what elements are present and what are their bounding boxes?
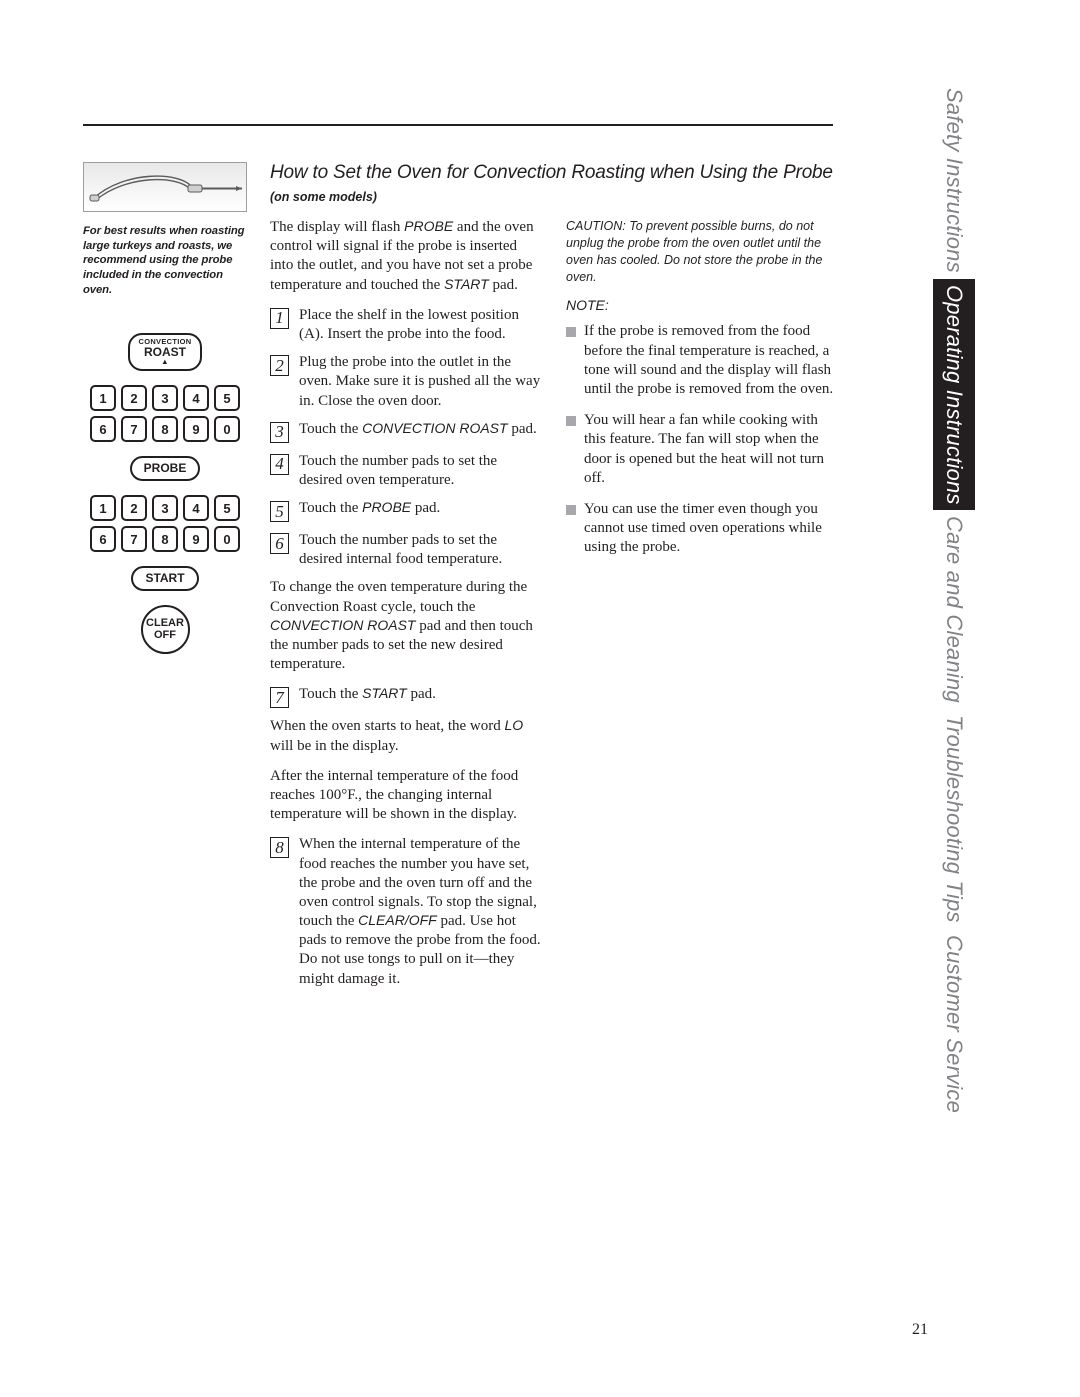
key-5: 5 xyxy=(214,385,240,411)
note-heading: NOTE: xyxy=(566,297,834,315)
tab-customer-service: Customer Service xyxy=(933,929,975,1119)
convection-roast-button: CONVECTION ROAST ▲ xyxy=(128,333,201,371)
intro-paragraph: The display will flash PROBE and the ove… xyxy=(270,218,544,295)
step-8: 8When the internal temperature of the fo… xyxy=(270,835,544,989)
key-9: 9 xyxy=(183,416,209,442)
step-6: 6Touch the number pads to set the desire… xyxy=(270,531,544,569)
tab-safety: Safety Instructions xyxy=(933,82,975,279)
start-button: START xyxy=(131,566,198,591)
key-7: 7 xyxy=(121,416,147,442)
caution-paragraph: CAUTION: To prevent possible burns, do n… xyxy=(566,218,834,286)
header-rule xyxy=(83,124,833,126)
probe-button: PROBE xyxy=(130,456,201,481)
note-1: If the probe is removed from the food be… xyxy=(566,322,834,399)
tab-troubleshooting: Troubleshooting Tips xyxy=(933,709,975,929)
content-area: How to Set the Oven for Convection Roast… xyxy=(270,162,835,998)
probe-illustration xyxy=(83,162,247,212)
after-7b: After the internal temperature of the fo… xyxy=(270,767,544,825)
square-bullet-icon xyxy=(566,327,576,337)
control-panel-illustration: CONVECTION ROAST ▲ 1 2 3 4 5 6 7 8 9 0 P… xyxy=(83,333,247,654)
manual-page: Safety Instructions Operating Instructio… xyxy=(0,0,1080,1397)
square-bullet-icon xyxy=(566,505,576,515)
column-right: CAUTION: To prevent possible burns, do n… xyxy=(566,218,834,998)
step-7: 7Touch the START pad. xyxy=(270,685,544,708)
numpad-1: 1 2 3 4 5 6 7 8 9 0 xyxy=(90,385,240,442)
step-1: 1Place the shelf in the lowest position … xyxy=(270,306,544,344)
key-1: 1 xyxy=(90,385,116,411)
step-2: 2Plug the probe into the outlet in the o… xyxy=(270,353,544,411)
square-bullet-icon xyxy=(566,416,576,426)
step-3: 3Touch the CONVECTION ROAST pad. xyxy=(270,420,544,443)
numpad-2: 1 2 3 4 5 6 7 8 9 0 xyxy=(90,495,240,552)
probe-caption: For best results when roasting large tur… xyxy=(83,224,247,297)
after-7a: When the oven starts to heat, the word L… xyxy=(270,717,544,755)
column-left: The display will flash PROBE and the ove… xyxy=(270,218,544,998)
tab-operating: Operating Instructions xyxy=(933,279,975,511)
key-8: 8 xyxy=(152,416,178,442)
step-5: 5Touch the PROBE pad. xyxy=(270,499,544,522)
step-4: 4Touch the number pads to set the desire… xyxy=(270,452,544,490)
key-6: 6 xyxy=(90,416,116,442)
section-title: How to Set the Oven for Convection Roast… xyxy=(270,162,835,184)
mid-paragraph: To change the oven temperature during th… xyxy=(270,578,544,674)
tab-care: Care and Cleaning xyxy=(933,510,975,709)
key-3: 3 xyxy=(152,385,178,411)
clear-off-button: CLEAR OFF xyxy=(141,605,190,654)
key-0: 0 xyxy=(214,416,240,442)
section-subhead: (on some models) xyxy=(270,190,835,204)
key-2: 2 xyxy=(121,385,147,411)
page-number: 21 xyxy=(912,1321,928,1339)
note-3: You can use the timer even though you ca… xyxy=(566,500,834,558)
note-2: You will hear a fan while cooking with t… xyxy=(566,411,834,488)
left-column: For best results when roasting large tur… xyxy=(83,162,247,654)
side-tabs: Safety Instructions Operating Instructio… xyxy=(933,82,975,1119)
key-4: 4 xyxy=(183,385,209,411)
